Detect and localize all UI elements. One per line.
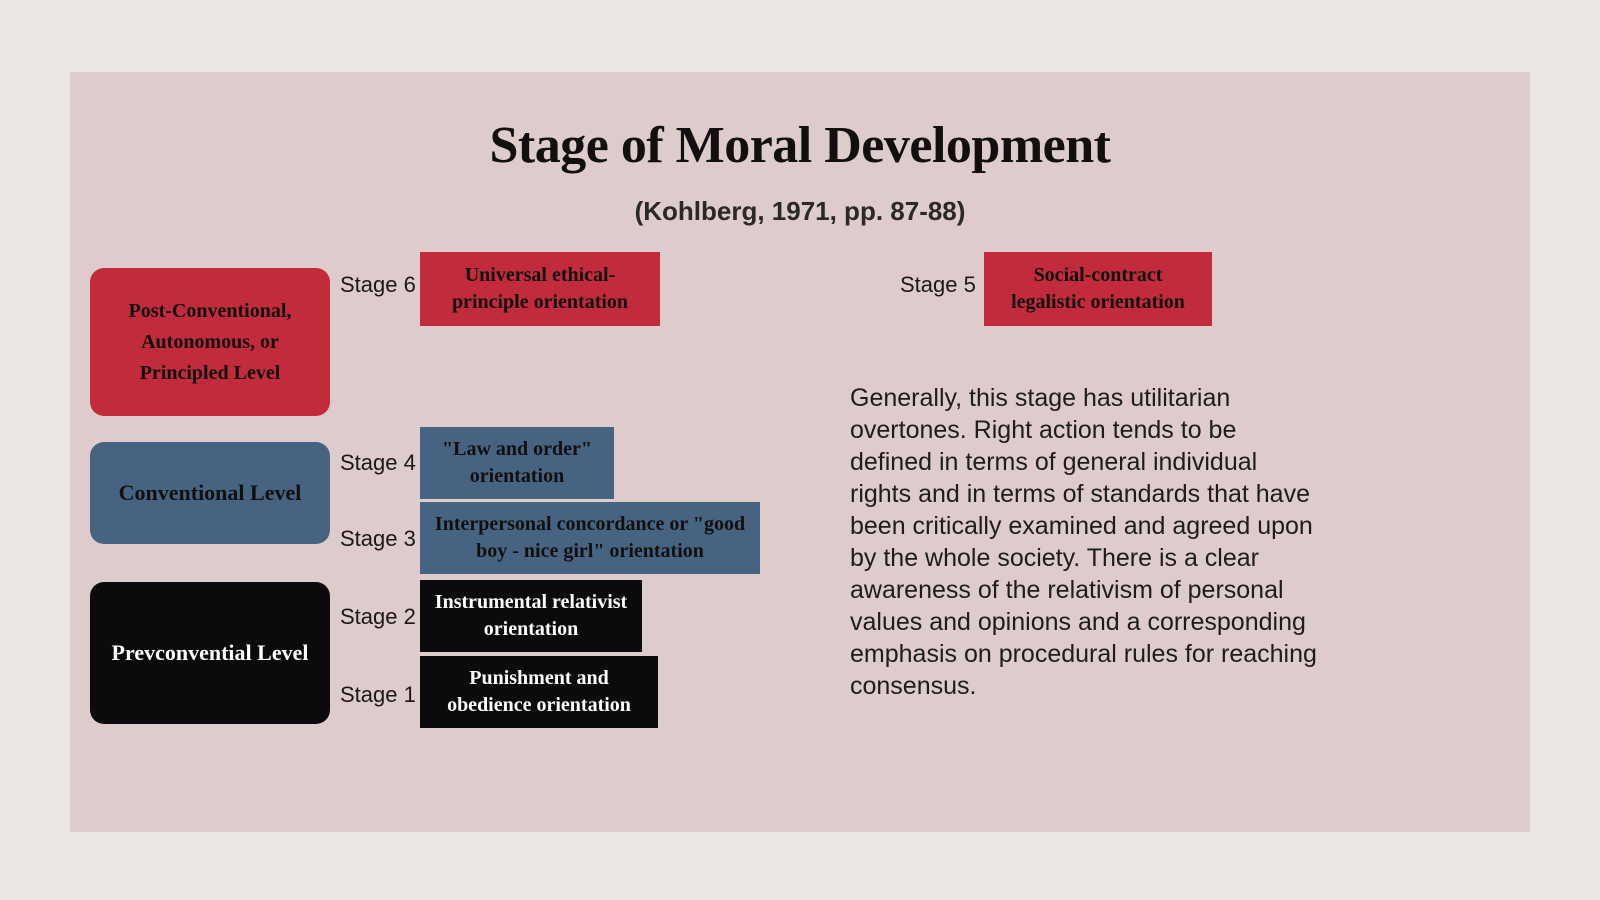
level-post-conventional: Post-Conventional, Autonomous, or Princi… (90, 268, 330, 416)
stage-4-box: "Law and order" orientation (420, 427, 614, 499)
stage-6-label: Stage 6 (340, 272, 416, 298)
stage-box-text: Social-contract legalistic orientation (994, 262, 1202, 316)
level-label: Prevconvential Level (112, 634, 309, 671)
stage-4-label: Stage 4 (340, 450, 416, 476)
level-label: Post-Conventional, Autonomous, or Princi… (98, 296, 322, 389)
slide-title: Stage of Moral Development (70, 116, 1530, 175)
slide-card: Stage of Moral Development (Kohlberg, 19… (70, 72, 1530, 832)
stage-2-box: Instrumental relativist orientation (420, 580, 642, 652)
stage-6-box: Universal ethical-principle orientation (420, 252, 660, 326)
stage-1-label: Stage 1 (340, 682, 416, 708)
stage-3-box: Interpersonal concordance or "good boy -… (420, 502, 760, 574)
stage-5-label: Stage 5 (900, 272, 976, 298)
stage-box-text: Universal ethical-principle orientation (430, 262, 650, 316)
stage-1-box: Punishment and obedience orientation (420, 656, 658, 728)
slide-subtitle: (Kohlberg, 1971, pp. 87-88) (70, 196, 1530, 227)
stage-2-label: Stage 2 (340, 604, 416, 630)
stage-box-text: Interpersonal concordance or "good boy -… (430, 511, 750, 565)
level-preconventional: Prevconvential Level (90, 582, 330, 724)
stage-box-text: Punishment and obedience orientation (430, 665, 648, 719)
level-conventional: Conventional Level (90, 442, 330, 544)
level-label: Conventional Level (119, 475, 302, 510)
stage-box-text: "Law and order" orientation (430, 436, 604, 490)
stage-5-box: Social-contract legalistic orientation (984, 252, 1212, 326)
stage-5-description: Generally, this stage has utilitarian ov… (850, 382, 1320, 702)
stage-3-label: Stage 3 (340, 526, 416, 552)
stage-box-text: Instrumental relativist orientation (430, 589, 632, 643)
